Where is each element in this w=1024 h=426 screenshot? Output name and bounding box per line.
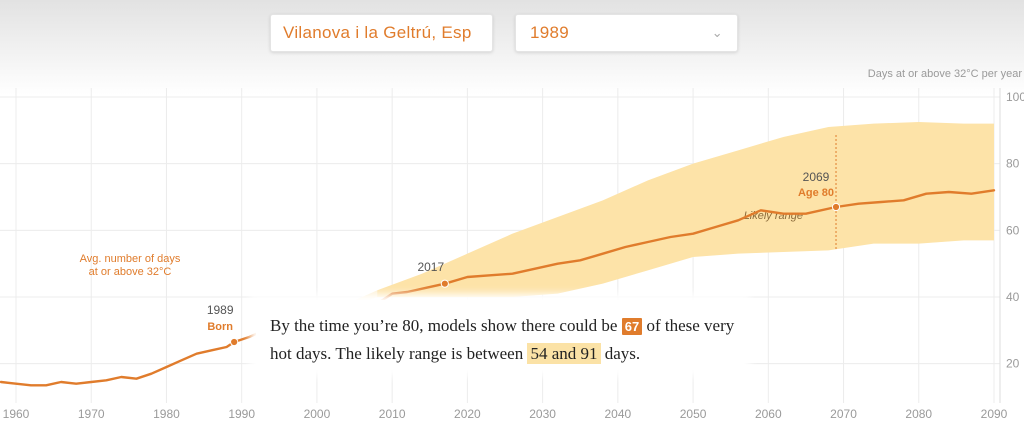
y-axis-ticks: 20 40 60 80 100 xyxy=(1006,90,1024,371)
birth-year-select[interactable]: 1989 ⌄ xyxy=(515,14,738,52)
now-marker xyxy=(440,279,449,288)
callout-text-2: of these very hot days. The likely range… xyxy=(270,316,735,363)
milestone-markers xyxy=(230,202,841,347)
now-year-label: 2017 xyxy=(417,260,444,274)
x-tick-label: 1960 xyxy=(3,407,30,421)
callout-range-highlight: 54 and 91 xyxy=(527,343,601,364)
x-tick-label: 2070 xyxy=(830,407,857,421)
x-tick-label: 2040 xyxy=(604,407,631,421)
x-tick-label: 2020 xyxy=(454,407,481,421)
x-tick-label: 2090 xyxy=(981,407,1008,421)
avg-days-line xyxy=(0,189,996,387)
chevron-down-icon: ⌄ xyxy=(711,25,723,40)
y-tick-label: 100 xyxy=(1006,90,1024,104)
x-tick-label: 1990 xyxy=(228,407,255,421)
callout-text-1: By the time you’re 80, models show there… xyxy=(270,316,618,335)
age-year-label: 2069 xyxy=(803,170,830,184)
y-tick-label: 40 xyxy=(1006,290,1020,304)
header-band xyxy=(0,0,1024,95)
x-tick-label: 2030 xyxy=(529,407,556,421)
birth-year-value: 1989 xyxy=(530,23,570,42)
callout-text-3: days. xyxy=(604,344,641,363)
callout-value-badge: 67 xyxy=(621,318,643,335)
born-marker xyxy=(230,337,239,347)
y-tick-label: 20 xyxy=(1006,357,1020,371)
forecast-callout: By the time you’re 80, models show there… xyxy=(256,300,744,370)
location-input[interactable]: Vilanova i la Geltrú, Esp xyxy=(270,14,493,52)
x-tick-label: 2060 xyxy=(755,407,782,421)
x-tick-label: 2050 xyxy=(680,407,707,421)
age-80-label: Age 80 xyxy=(798,187,834,199)
x-axis-ticks: 1960 1970 1980 1990 2000 2010 2020 2030 2040 2050… xyxy=(3,407,1008,421)
x-tick-label: 1980 xyxy=(153,407,180,421)
born-year-label: 1989 xyxy=(207,303,234,317)
x-tick-label: 1970 xyxy=(78,407,105,421)
x-tick-label: 2080 xyxy=(905,407,932,421)
x-tick-label: 2000 xyxy=(304,407,331,421)
x-tick-label: 2010 xyxy=(379,407,406,421)
born-label: Born xyxy=(207,321,233,333)
likely-range-band xyxy=(377,122,995,297)
avg-label-line-2: at or above 32°C xyxy=(89,266,172,278)
y-tick-label: 80 xyxy=(1006,157,1020,171)
y-tick-label: 60 xyxy=(1006,223,1020,237)
age-80-marker xyxy=(831,202,841,212)
y-axis-title: Days at or above 32°C per year xyxy=(867,68,1022,80)
avg-label-line-1: Avg. number of days xyxy=(80,253,181,265)
